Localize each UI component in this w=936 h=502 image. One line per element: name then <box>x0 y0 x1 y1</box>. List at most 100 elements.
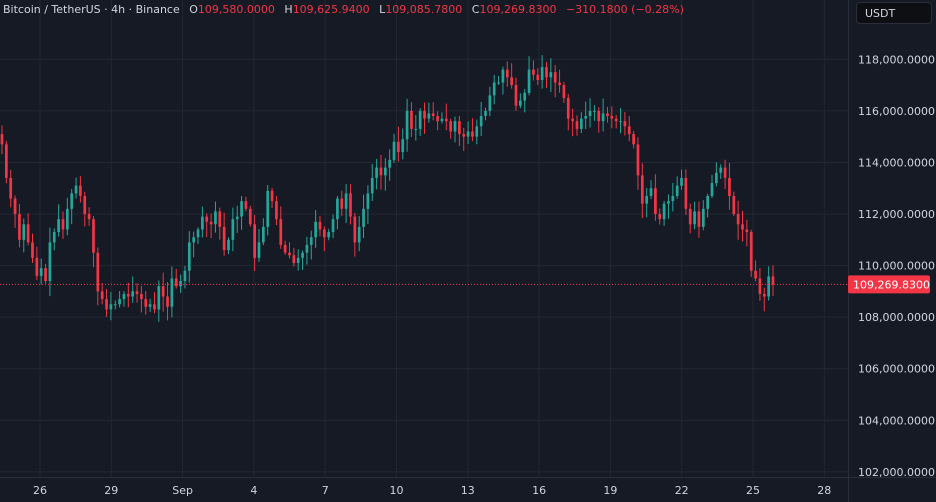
candle-body <box>314 221 317 238</box>
candle-body <box>462 134 466 137</box>
candle-body <box>366 193 370 209</box>
candle-body <box>710 183 714 196</box>
candle-body <box>375 167 378 178</box>
legend-sep-2: · <box>129 3 136 16</box>
candle-body <box>144 299 148 307</box>
candle-body <box>623 121 627 127</box>
candle-body <box>305 244 309 253</box>
legend-high: 109,625.9400 <box>293 3 370 16</box>
candle-body <box>83 195 87 215</box>
legend-symbol: Bitcoin / TetherUS <box>3 3 101 16</box>
candle-body <box>44 268 47 282</box>
candle-body <box>35 257 39 276</box>
candle-body <box>688 208 692 225</box>
candle-body <box>749 232 753 271</box>
candle-body <box>475 126 479 137</box>
candle-body <box>292 255 296 263</box>
candle-body <box>18 214 21 240</box>
last-price-tag-bg <box>848 275 930 294</box>
candle-body <box>397 141 400 153</box>
candle-body <box>48 242 52 282</box>
candle-body <box>0 134 4 145</box>
grid <box>0 0 848 477</box>
x-tick-label: 19 <box>603 484 617 497</box>
candle-body <box>87 214 91 220</box>
candle-body <box>697 211 701 227</box>
legend-line: Bitcoin / TetherUS · 4h · Binance O109,5… <box>3 3 684 16</box>
y-tick-label: 114,000.0000 <box>858 156 935 169</box>
x-tick-label: 4 <box>250 484 257 497</box>
candle-body <box>227 239 230 251</box>
candle-body <box>444 118 448 122</box>
candle-body <box>619 121 622 123</box>
candle-body <box>706 195 710 209</box>
candle-body <box>52 232 56 243</box>
candle-body <box>723 167 727 178</box>
candle-body <box>331 219 335 233</box>
candle-body <box>74 185 78 194</box>
candle-body <box>70 193 74 209</box>
candle-body <box>105 299 108 310</box>
candle-body <box>549 72 553 78</box>
candles <box>0 55 775 322</box>
candle-body <box>275 201 278 220</box>
candle-body <box>453 121 457 132</box>
candle-body <box>492 82 496 96</box>
candle-body <box>584 116 588 119</box>
candle-body <box>667 201 670 204</box>
candle-body <box>519 100 522 106</box>
y-tick-label: 112,000.0000 <box>858 208 935 221</box>
candle-body <box>436 116 439 122</box>
candle-body <box>553 72 557 83</box>
candle-body <box>153 304 156 310</box>
candle-body <box>196 229 200 238</box>
candle-body <box>57 219 60 233</box>
candle-body <box>610 116 614 119</box>
candle-body <box>240 201 243 217</box>
candle-body <box>510 77 513 86</box>
candle-body <box>383 167 387 176</box>
candle-body <box>545 67 548 78</box>
candle-body <box>514 85 518 106</box>
y-tick-label: 102,000.0000 <box>858 466 935 479</box>
candle-body <box>579 118 583 129</box>
candle-body <box>497 82 500 84</box>
candle-body <box>715 172 718 184</box>
price-axis[interactable]: 102,000.0000 104,000.0000 106,000.0000 108,… <box>858 53 935 479</box>
currency-button[interactable]: USDT <box>856 2 932 24</box>
candle-body <box>736 214 740 225</box>
candle-body <box>96 252 100 292</box>
candle-body <box>231 219 235 240</box>
y-tick-label: 108,000.0000 <box>858 311 935 324</box>
candle-body <box>336 198 339 220</box>
candle-body <box>597 110 601 122</box>
candle-body <box>157 286 161 310</box>
legend-open-label: O <box>189 3 198 16</box>
candle-body <box>118 299 121 305</box>
y-tick-label: 110,000.0000 <box>858 260 935 273</box>
candle-body <box>279 219 283 245</box>
candle-body <box>558 82 561 86</box>
legend-close-label: C <box>472 3 480 16</box>
candle-body <box>614 118 618 122</box>
candle-body <box>296 257 300 263</box>
candle-body <box>248 208 252 225</box>
candle-body <box>31 242 34 258</box>
legend-low-label: L <box>379 3 386 16</box>
time-axis[interactable]: 26 29 Sep 4 7 10 13 16 19 22 25 28 <box>33 484 831 497</box>
candle-body <box>270 190 274 202</box>
candle-body <box>745 229 749 233</box>
candle-body <box>636 144 640 176</box>
y-tick-label: 116,000.0000 <box>858 105 935 118</box>
candle-body <box>588 110 592 117</box>
legend: Bitcoin / TetherUS · 4h · Binance O109,5… <box>3 3 684 16</box>
candle-body <box>732 195 736 215</box>
candle-body <box>527 69 531 93</box>
candle-body <box>209 221 213 225</box>
legend-open: 109,580.0000 <box>198 3 275 16</box>
candle-body <box>684 177 688 209</box>
candle-body <box>458 121 461 135</box>
candle-body <box>362 208 365 227</box>
candle-body <box>532 69 535 75</box>
